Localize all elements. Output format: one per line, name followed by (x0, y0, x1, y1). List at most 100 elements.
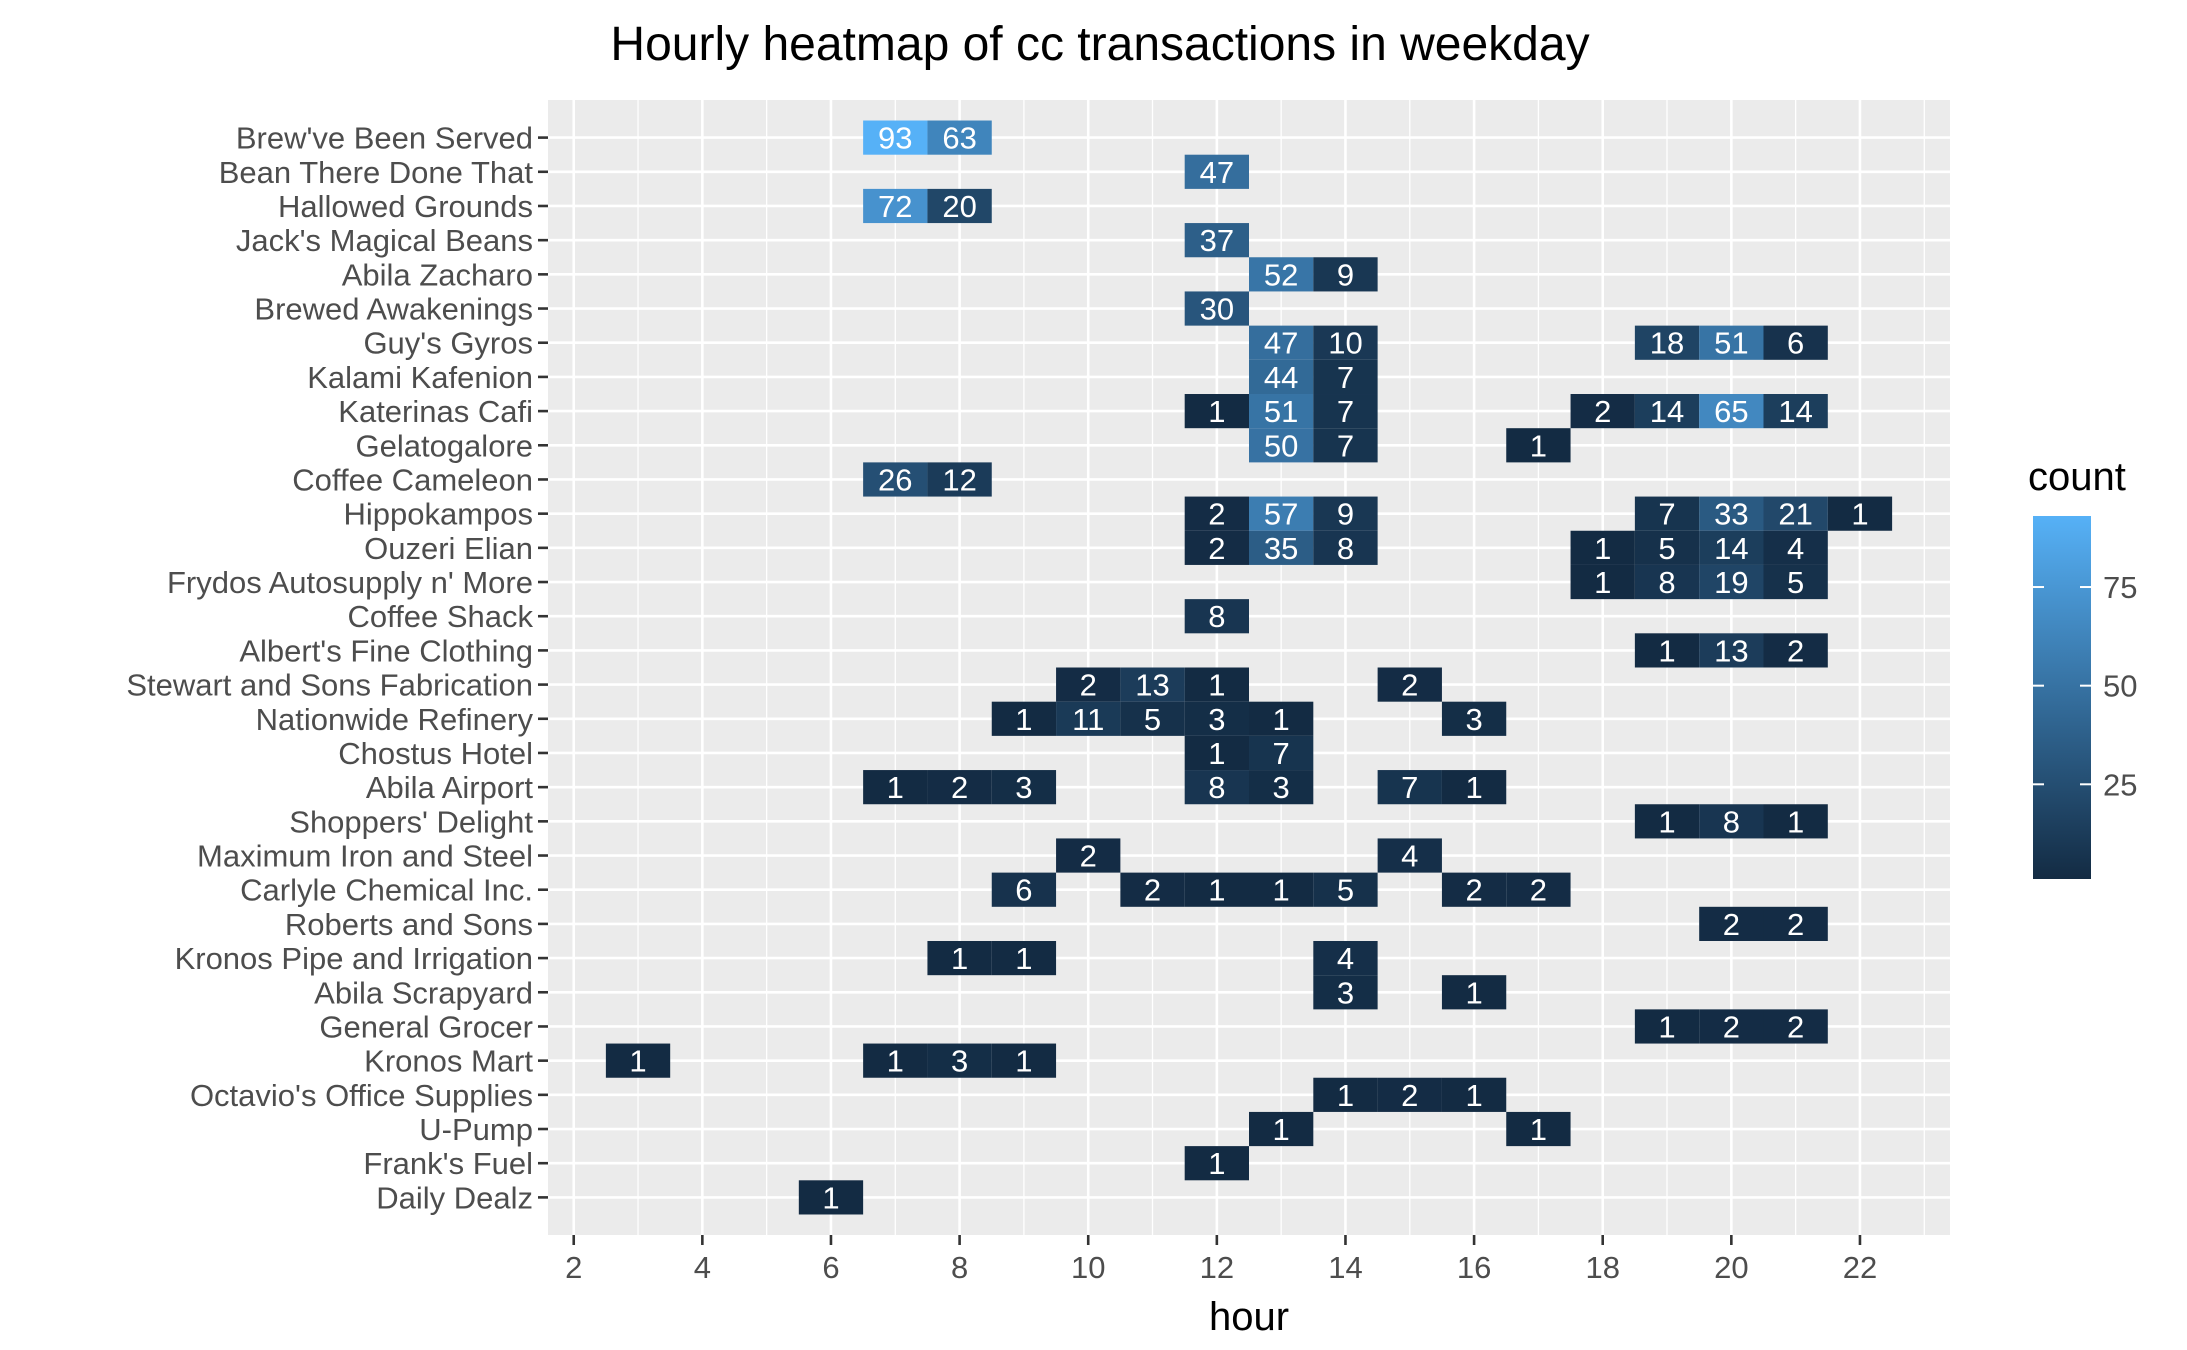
cell-count-label: 3 (1337, 975, 1354, 1010)
cell-count-label: 2 (1787, 1009, 1804, 1044)
legend-title: count (2028, 455, 2126, 499)
y-tick-label: Abila Scrapyard (314, 975, 533, 1010)
cell-count-label: 7 (1273, 736, 1290, 771)
heatmap-cell: 33 (1699, 497, 1763, 532)
cell-count-label: 1 (1465, 1078, 1482, 1113)
cell-count-label: 3 (1015, 770, 1032, 805)
heatmap-cell: 50 (1249, 428, 1313, 463)
cell-count-label: 1 (1594, 531, 1611, 566)
heatmap-cell: 1 (1185, 668, 1249, 703)
heatmap-cell: 1 (1571, 565, 1635, 600)
heatmap-cell: 5 (1635, 531, 1699, 566)
y-tick-label: Stewart and Sons Fabrication (126, 668, 533, 703)
cell-count-label: 8 (1208, 770, 1225, 805)
cell-count-label: 10 (1328, 326, 1362, 361)
heatmap-cell: 37 (1185, 223, 1249, 258)
y-tick-label: Coffee Shack (347, 599, 533, 634)
y-tick-label: Daily Dealz (376, 1180, 533, 1215)
heatmap-cell: 4 (1763, 531, 1827, 566)
heatmap-cell: 65 (1699, 394, 1763, 429)
cell-count-label: 1 (1273, 702, 1290, 737)
legend-colorbar (2033, 516, 2091, 879)
cell-count-label: 1 (1015, 1044, 1032, 1079)
cell-count-label: 1 (629, 1044, 646, 1079)
heatmap-cell: 1 (1249, 702, 1313, 737)
cell-count-label: 1 (887, 1044, 904, 1079)
heatmap-cell: 51 (1699, 326, 1763, 361)
legend-tick-label: 75 (2103, 570, 2137, 605)
heatmap-cell: 1 (1442, 975, 1506, 1010)
heatmap-cell: 1 (1185, 1146, 1249, 1181)
heatmap-cell: 12 (927, 462, 991, 497)
x-tick-label: 10 (1071, 1250, 1105, 1285)
cell-count-label: 35 (1264, 531, 1298, 566)
x-tick-label: 12 (1200, 1250, 1234, 1285)
heatmap-cell: 2 (1571, 394, 1635, 429)
heatmap-cell: 2 (1506, 873, 1570, 908)
cell-count-label: 8 (1658, 565, 1675, 600)
heatmap-cell: 7 (1635, 497, 1699, 532)
heatmap-cell: 2 (1056, 668, 1120, 703)
cell-count-label: 2 (951, 770, 968, 805)
cell-count-label: 8 (1208, 599, 1225, 634)
chart-title: Hourly heatmap of cc transactions in wee… (610, 18, 1589, 71)
x-tick-label: 14 (1328, 1250, 1362, 1285)
heatmap-cell: 1 (992, 702, 1056, 737)
x-tick-label: 16 (1457, 1250, 1491, 1285)
heatmap-cell: 4 (1313, 941, 1377, 976)
heatmap-cell: 2 (1185, 497, 1249, 532)
heatmap-cell: 20 (927, 189, 991, 224)
heatmap-cell: 7 (1313, 394, 1377, 429)
heatmap-cell: 1 (1185, 873, 1249, 908)
y-tick-label: Gelatogalore (355, 428, 533, 463)
cell-count-label: 7 (1658, 497, 1675, 532)
heatmap-cell: 30 (1185, 291, 1249, 326)
cell-count-label: 14 (1650, 394, 1684, 429)
x-tick-label: 6 (822, 1250, 839, 1285)
cell-count-label: 2 (1080, 668, 1097, 703)
cell-count-label: 2 (1080, 839, 1097, 874)
y-tick-label: Nationwide Refinery (256, 702, 534, 737)
heatmap-cell: 1 (992, 941, 1056, 976)
heatmap-cell: 1 (606, 1044, 670, 1079)
y-tick-label: General Grocer (319, 1009, 533, 1044)
heatmap-cell: 13 (1699, 633, 1763, 668)
y-tick-label: Frank's Fuel (363, 1146, 533, 1181)
heatmap-cell: 63 (927, 121, 991, 156)
cell-count-label: 20 (942, 189, 976, 224)
cell-count-label: 2 (1594, 394, 1611, 429)
y-tick-label: Brew've Been Served (236, 121, 533, 156)
heatmap-cell: 3 (1442, 702, 1506, 737)
cell-count-label: 1 (1208, 736, 1225, 771)
legend-tick-label: 25 (2103, 767, 2137, 802)
x-axis: 2 4 6 8 10 12 14 16 18 20 22 (565, 1235, 1877, 1285)
cell-count-label: 11 (1072, 702, 1104, 737)
y-axis: Brew've Been ServedBean There Done ThatH… (126, 121, 548, 1216)
cell-count-label: 1 (1015, 941, 1032, 976)
cell-count-label: 1 (1465, 975, 1482, 1010)
heatmap-cell: 2 (1763, 1009, 1827, 1044)
y-tick-label: Abila Airport (366, 770, 534, 805)
heatmap-cell: 6 (1763, 326, 1827, 361)
heatmap-cell: 3 (1185, 702, 1249, 737)
heatmap-cell: 1 (1442, 770, 1506, 805)
cell-count-label: 44 (1264, 360, 1298, 395)
cell-count-label: 1 (1530, 1112, 1547, 1147)
heatmap-cell: 13 (1120, 668, 1184, 703)
cell-count-label: 3 (951, 1044, 968, 1079)
heatmap-cell: 2 (1056, 838, 1120, 873)
heatmap-cell: 93 (863, 121, 927, 156)
cell-count-label: 5 (1658, 531, 1675, 566)
cell-count-label: 1 (1273, 873, 1290, 908)
cell-count-label: 47 (1200, 155, 1234, 190)
heatmap-cell: 14 (1699, 531, 1763, 566)
cell-count-label: 3 (1465, 702, 1482, 737)
x-axis-title: hour (1209, 1295, 1289, 1339)
heatmap-cell: 2 (1378, 1078, 1442, 1113)
y-tick-label: Kronos Pipe and Irrigation (175, 941, 533, 976)
heatmap-cell: 1 (1185, 736, 1249, 771)
y-tick-label: Maximum Iron and Steel (197, 839, 533, 874)
heatmap-cell: 2 (927, 770, 991, 805)
legend-tick-label: 50 (2103, 669, 2137, 704)
heatmap-cell: 3 (1313, 975, 1377, 1010)
